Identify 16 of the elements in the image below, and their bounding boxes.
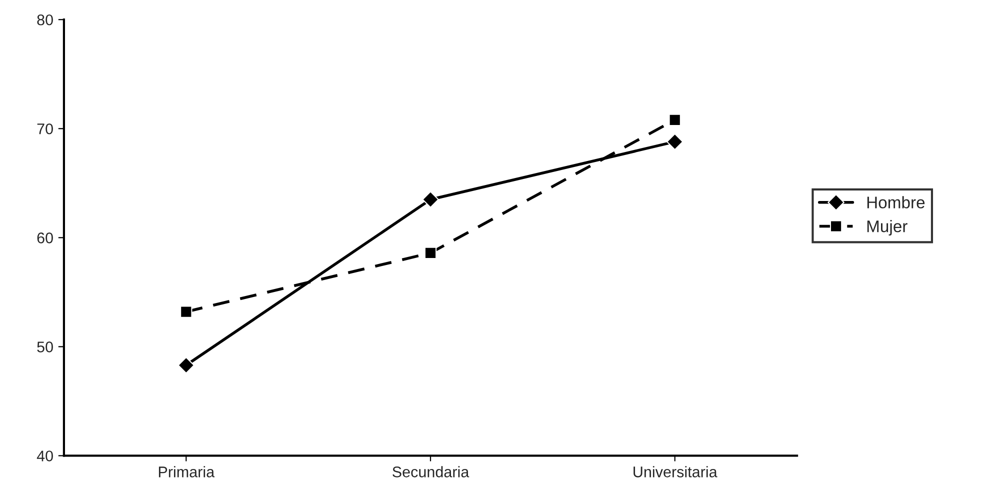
x-tick-label: Universitaria <box>634 466 718 478</box>
point <box>424 246 437 259</box>
y-tick-label: 50 <box>37 342 53 352</box>
x-tick-label: Secundaria <box>392 466 470 478</box>
legend-label: Hombre <box>867 196 925 208</box>
point <box>178 356 195 374</box>
y-tick-label: 80 <box>37 14 53 26</box>
y-tick-label: 70 <box>37 123 53 134</box>
point <box>422 191 439 208</box>
y-tick-label: 40 <box>36 450 53 462</box>
x-tick-label: Primaria <box>158 466 215 478</box>
point <box>668 114 681 126</box>
point <box>180 306 192 318</box>
y-tick-label: 60 <box>37 232 53 244</box>
legend-label: Mujer <box>867 220 908 236</box>
point <box>666 133 684 150</box>
